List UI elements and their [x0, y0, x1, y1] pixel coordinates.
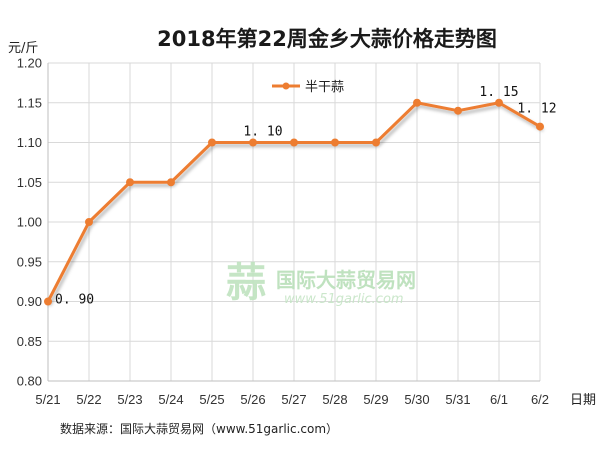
data-point-5-30: [413, 98, 421, 107]
y-tick-label-2: 0.90: [17, 294, 42, 309]
watermark: 蒜 国际大蒜贸易网 www.51garlic.com: [226, 260, 416, 307]
data-point-5-31: [454, 106, 462, 115]
data-point-6-1: [495, 98, 503, 107]
y-axis-ticks: 0.80 0.85 0.90 0.95 1.00 1.05 1.10 1.15 1.20: [17, 56, 42, 389]
data-label-6-2: 1. 12: [517, 102, 556, 117]
chart-title: 2018年第22周金乡大蒜价格走势图: [157, 27, 497, 51]
gridlines: [47, 62, 541, 382]
y-tick-label-6: 1.10: [17, 135, 42, 150]
x-tick-label-4: 5/25: [199, 392, 224, 407]
x-tick-label-6: 5/27: [281, 392, 306, 407]
legend-label: 半干蒜: [305, 80, 344, 95]
data-label-5-26: 1. 10: [243, 125, 282, 140]
y-tick-label-7: 1.15: [17, 95, 42, 110]
x-tick-label-12: 6/2: [531, 392, 549, 407]
y-tick-label-3: 0.95: [17, 254, 42, 269]
x-tick-label-2: 5/23: [117, 392, 142, 407]
data-point-5-23: [126, 178, 134, 187]
x-tick-label-7: 5/28: [322, 392, 347, 407]
data-label-5-21: 0. 90: [55, 293, 94, 308]
data-point-5-27: [290, 138, 298, 147]
series-layer: [44, 98, 544, 306]
x-tick-label-10: 5/31: [445, 392, 470, 407]
watermark-name: 国际大蒜贸易网: [276, 268, 416, 292]
x-tick-label-0: 5/21: [35, 392, 60, 407]
data-point-5-25: [208, 138, 216, 147]
data-point-5-29: [372, 138, 380, 147]
x-tick-label-5: 5/26: [240, 392, 265, 407]
data-point-5-26: [249, 138, 257, 147]
data-point-5-22: [85, 218, 93, 226]
data-source-note: 数据来源：国际大蒜贸易网（www.51garlic.com）: [60, 421, 338, 436]
x-tick-label-1: 5/22: [76, 392, 101, 407]
y-tick-label-1: 0.85: [17, 334, 42, 349]
legend-dot-marker: [282, 82, 290, 90]
x-axis-label: 日期: [570, 393, 596, 408]
data-label-6-1: 1. 15: [479, 85, 518, 100]
watermark-logo: 蒜: [226, 260, 266, 306]
data-point-5-24: [167, 178, 175, 187]
y-axis-unit-label: 元/斤: [8, 41, 38, 56]
data-point-6-2: [536, 122, 544, 131]
legend: 半干蒜: [272, 80, 344, 95]
data-point-5-28: [331, 138, 339, 147]
data-labels: 0. 90 1. 10 1. 15 1. 12: [55, 85, 557, 308]
y-tick-label-8: 1.20: [17, 56, 42, 71]
x-tick-label-3: 5/24: [158, 392, 183, 407]
x-axis-ticks: 5/21 5/22 5/23 5/24 5/25 5/26 5/27 5/28 5/29 5/30…: [35, 392, 549, 407]
x-tick-label-8: 5/29: [363, 392, 388, 407]
y-tick-label-5: 1.05: [17, 175, 42, 190]
data-point-5-21: [44, 297, 52, 306]
y-tick-label-0: 0.80: [17, 374, 42, 389]
x-tick-label-9: 5/30: [404, 392, 429, 407]
x-tick-label-11: 6/1: [490, 392, 508, 407]
y-tick-label-4: 1.00: [17, 215, 42, 230]
watermark-url: www.51garlic.com: [284, 292, 404, 307]
